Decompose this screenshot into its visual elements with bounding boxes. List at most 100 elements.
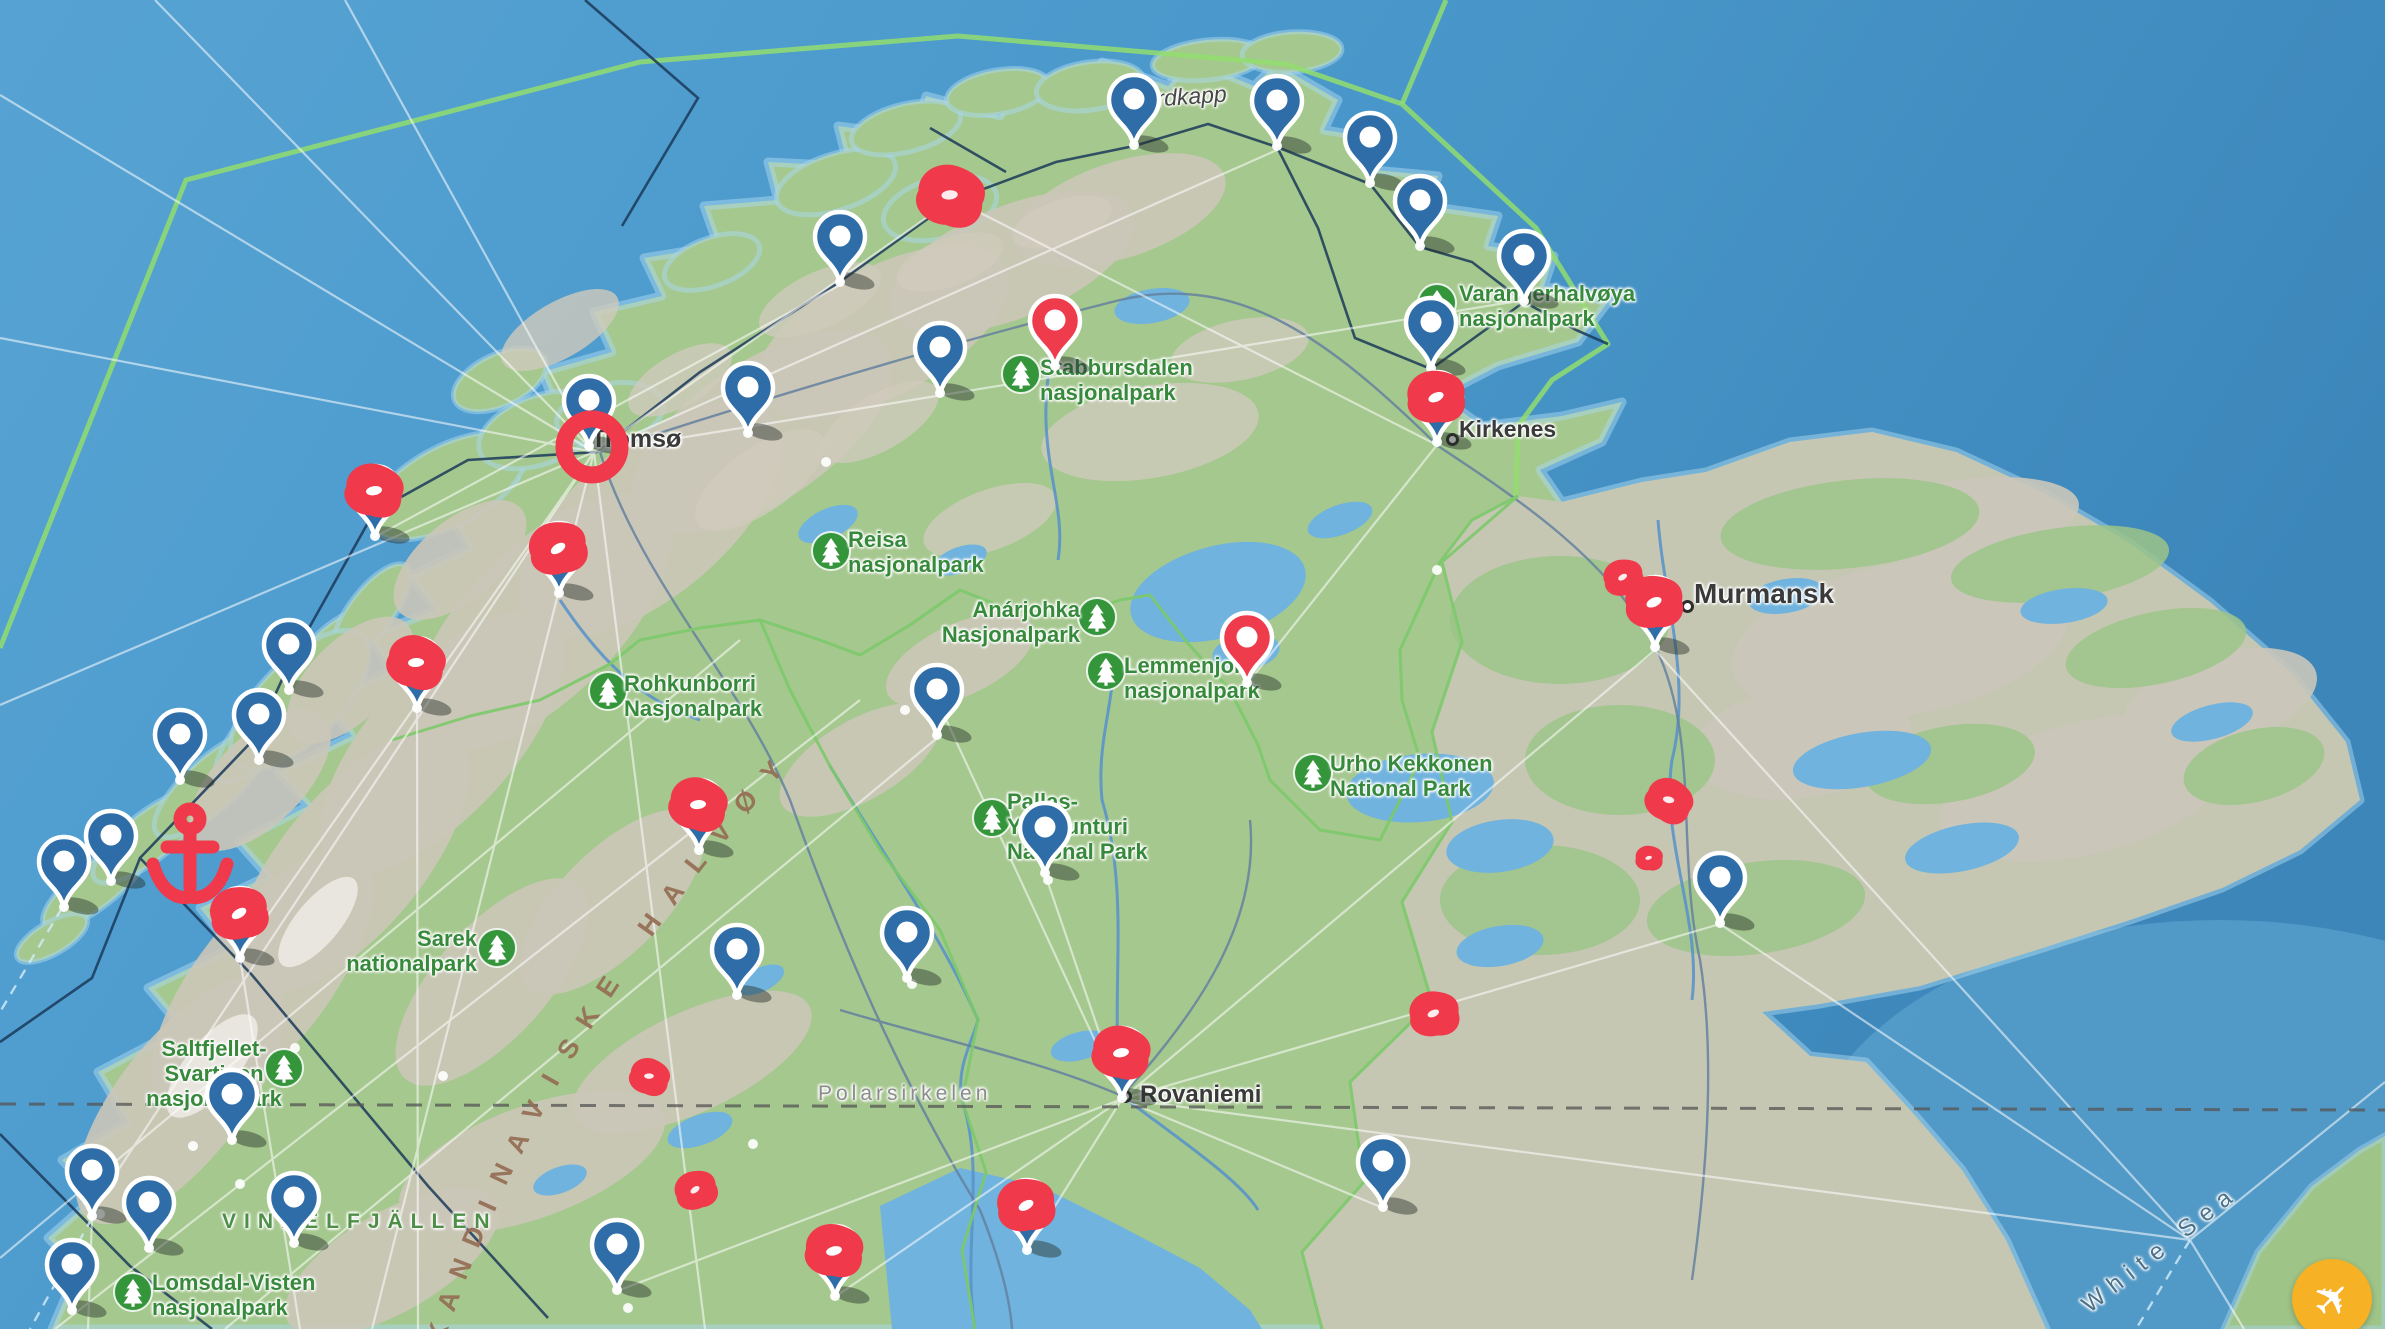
route-junction-dot	[188, 1141, 198, 1151]
route-junction-dot	[907, 979, 917, 989]
map-pin-saved[interactable]	[587, 1217, 652, 1298]
flight-mode-button[interactable]: ✈	[2292, 1259, 2372, 1329]
park-icon-lomsdal-visten	[113, 1272, 153, 1312]
route-junction-dot	[748, 1139, 758, 1149]
park-icon-rohkunborri	[588, 671, 628, 711]
map-pin-saved[interactable]	[1340, 110, 1405, 191]
pin-icon	[720, 360, 783, 441]
map-pin-annotated[interactable]	[997, 1177, 1062, 1258]
map-pin-saved[interactable]	[1401, 295, 1466, 376]
map-pin-saved[interactable]	[119, 1175, 184, 1256]
pin-icon	[529, 520, 594, 601]
map-pin-saved[interactable]	[1015, 800, 1080, 881]
route-junction-dot	[821, 457, 831, 467]
park-label-anarjohka: Anárjohka Nasjonalpark	[941, 597, 1080, 647]
pin-icon	[1403, 295, 1466, 376]
map-pin-saved[interactable]	[1104, 72, 1169, 153]
pin-icon	[1342, 110, 1405, 191]
map-pin-saved[interactable]	[229, 687, 294, 768]
park-tree-icon	[972, 798, 1012, 838]
map-pin-saved[interactable]	[707, 922, 772, 1003]
map-pin-saved[interactable]	[42, 1237, 107, 1318]
route-junction-dot	[438, 1071, 448, 1081]
pin-icon	[121, 1175, 184, 1256]
map-pin-saved[interactable]	[907, 662, 972, 743]
park-icon-reisa	[811, 531, 851, 571]
map-pin-saved[interactable]	[1247, 73, 1312, 154]
map-pin-saved[interactable]	[718, 360, 783, 441]
red-scribble-annotation[interactable]	[1633, 843, 1667, 879]
pin-icon	[266, 1170, 329, 1251]
pin-icon	[1407, 369, 1472, 450]
pin-icon	[879, 905, 942, 986]
map-pin-annotated[interactable]	[344, 463, 410, 544]
map-pin-saved[interactable]	[34, 834, 99, 915]
map-pin-saved[interactable]	[202, 1067, 267, 1148]
park-tree-icon	[588, 671, 628, 711]
park-tree-icon	[1293, 753, 1333, 793]
map-pin-saved[interactable]	[259, 617, 324, 698]
pin-icon	[589, 1217, 652, 1298]
park-label-lomsdal-visten: Lomsdal-Visten nasjonalpark	[152, 1270, 316, 1320]
city-label-murmansk: Murmansk	[1694, 578, 1835, 609]
red-scribble-annotation[interactable]	[1641, 775, 1700, 833]
pin-icon	[83, 808, 146, 889]
map-pin-saved[interactable]	[810, 209, 875, 290]
park-label-sarek: Sarek nationalpark	[346, 926, 477, 976]
red-scribble-annotation[interactable]	[1600, 555, 1650, 605]
park-label-reisa: Reisa nasjonalpark	[848, 527, 984, 577]
map-pin-red[interactable]	[1217, 610, 1282, 691]
anchor-annotation[interactable]	[140, 802, 240, 917]
map-pin-annotated[interactable]	[1407, 369, 1472, 450]
map-pin-saved[interactable]	[62, 1143, 127, 1224]
map-pin-annotated[interactable]	[668, 777, 734, 858]
map-pin-saved[interactable]	[910, 320, 975, 401]
park-icon-urho-kekkonen	[1293, 753, 1333, 793]
pin-icon	[804, 1223, 870, 1304]
red-scribble-annotation[interactable]	[671, 1166, 724, 1218]
map-pin-saved[interactable]	[1690, 850, 1755, 931]
terrain-patches	[75, 153, 2325, 1329]
route-junction-dot	[623, 1303, 633, 1313]
map-pin-annotated[interactable]	[210, 885, 275, 966]
pin-icon	[1392, 173, 1455, 254]
pin-icon	[1692, 850, 1755, 931]
map-pin-saved[interactable]	[1390, 173, 1455, 254]
map-pin-annotated[interactable]	[804, 1223, 870, 1304]
pin-icon	[812, 209, 875, 290]
anchor-icon	[146, 802, 234, 904]
pin-icon	[1106, 72, 1169, 153]
red-scribble-annotation[interactable]	[911, 159, 995, 239]
map-pin-saved[interactable]	[150, 707, 215, 788]
park-icon-saltfjellet	[264, 1048, 304, 1088]
park-tree-icon	[811, 531, 851, 571]
park-icon-lemmenjoki	[1086, 651, 1126, 691]
map-pin-annotated[interactable]	[529, 520, 594, 601]
map-pin-saved[interactable]	[81, 808, 146, 889]
route-junction-dot	[900, 705, 910, 715]
red-scribble-annotation[interactable]	[1405, 986, 1467, 1047]
pin-icon	[1017, 800, 1080, 881]
map-pin-saved[interactable]	[877, 905, 942, 986]
map-pin-annotated[interactable]	[1091, 1025, 1157, 1106]
map-pin-saved[interactable]	[264, 1170, 329, 1251]
pin-icon	[36, 834, 99, 915]
map-pin-red[interactable]	[1025, 293, 1090, 374]
park-label-rohkunborri: Rohkunborri Nasjonalpark	[624, 671, 763, 721]
map-pin-annotated[interactable]	[386, 635, 452, 716]
route-junction-dot	[235, 1179, 245, 1189]
pin-icon	[64, 1143, 127, 1224]
map-pin-saved[interactable]	[1494, 228, 1559, 309]
map-pin-saved[interactable]	[1353, 1134, 1418, 1215]
red-scribble-annotation[interactable]	[626, 1055, 676, 1105]
pin-icon	[709, 922, 772, 1003]
pin-icon	[1219, 610, 1282, 691]
airplane-icon: ✈	[2299, 1266, 2365, 1329]
red-ring-annotation[interactable]	[547, 402, 637, 497]
city-label-rovaniemi: Rovaniemi	[1140, 1081, 1262, 1108]
